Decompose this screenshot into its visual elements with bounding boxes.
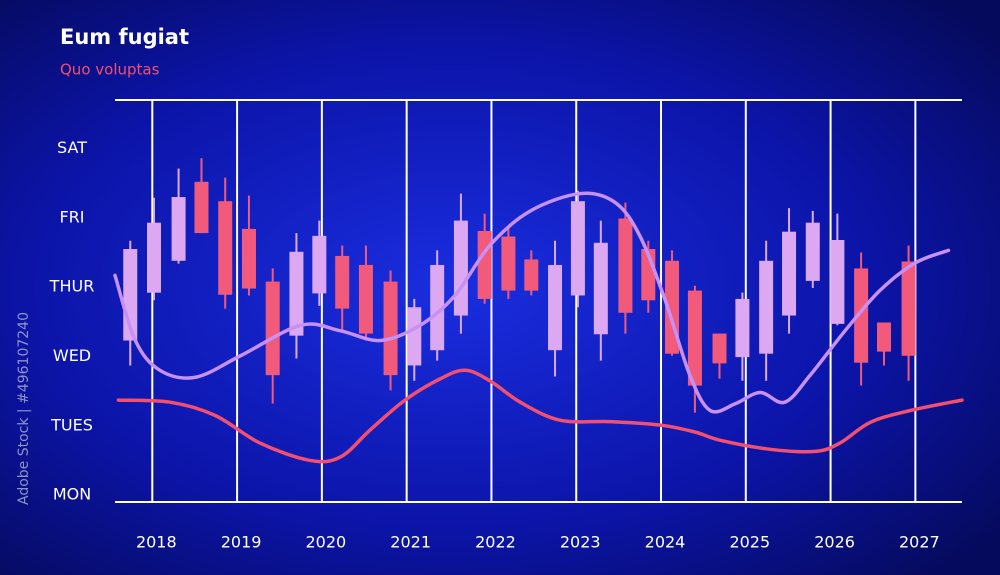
y-tick-label: FRI — [59, 207, 84, 226]
candle-body — [782, 231, 797, 316]
candle-body — [570, 201, 585, 296]
candle-body — [548, 264, 563, 351]
candle-body — [830, 240, 845, 324]
candle-body — [805, 222, 820, 281]
plot-area: MON TUES WED THUR FRI SAT 2018 2019 2020 2021 2022… — [49, 99, 964, 552]
candle-body — [735, 298, 750, 358]
x-tick-label: 2024 — [645, 533, 686, 552]
candle-body — [241, 228, 256, 289]
candle-body — [618, 218, 633, 313]
candle-body — [712, 333, 727, 364]
candle-body — [171, 197, 186, 261]
x-tick-label: 2020 — [306, 533, 347, 552]
x-tick-label: 2021 — [390, 533, 431, 552]
candle-body — [477, 230, 492, 299]
trend-line — [116, 368, 964, 464]
candle-body — [453, 220, 468, 316]
x-tick-label: 2023 — [560, 533, 601, 552]
watermark: Adobe Stock | #496107240 — [16, 312, 32, 505]
candle-body — [501, 236, 516, 291]
candle-body — [407, 307, 422, 366]
candle-body — [687, 290, 702, 386]
x-tick-label: 2018 — [136, 533, 177, 552]
candle-body — [759, 260, 774, 354]
candle-body — [383, 281, 398, 376]
x-tick-label: 2025 — [729, 533, 770, 552]
candle-body — [335, 255, 350, 309]
candle-body — [218, 201, 233, 295]
candle-body — [194, 181, 209, 234]
candle-body — [147, 222, 162, 293]
candle-body — [312, 235, 327, 294]
chart-subtitle: Quo voluptas — [60, 61, 160, 79]
y-tick-label: TUES — [50, 415, 93, 434]
y-tick-label: MON — [53, 485, 91, 504]
y-tick-label: SAT — [57, 138, 87, 157]
candle-body — [593, 242, 608, 335]
candle-body — [430, 264, 445, 351]
x-tick-label: 2027 — [899, 533, 940, 552]
y-tick-label: THUR — [49, 277, 95, 296]
x-tick-label: 2022 — [475, 533, 516, 552]
candle-body — [524, 259, 539, 291]
trend-line — [113, 191, 951, 414]
y-tick-label: WED — [53, 346, 91, 365]
candle-body — [876, 322, 891, 352]
candle-body — [358, 264, 373, 334]
x-tick-label: 2026 — [814, 533, 855, 552]
x-tick-label: 2019 — [221, 533, 262, 552]
chart-title: Eum fugiat — [60, 25, 189, 49]
candle-body — [854, 268, 869, 363]
candle-body — [265, 281, 280, 376]
candle-body — [901, 261, 916, 356]
candle-body — [289, 251, 304, 336]
